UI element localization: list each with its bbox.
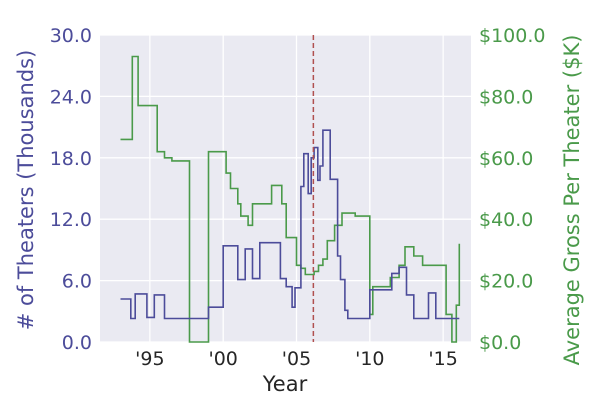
series-layer (120, 55, 461, 343)
right-tick-label-3: $60.0 (479, 148, 533, 170)
right-tick-label-0: $0.0 (479, 332, 521, 354)
left-tick-label-4: 24.0 (50, 86, 92, 108)
right-tick-label-2: $40.0 (479, 209, 533, 231)
series-line-gross (120, 55, 461, 343)
left-tick-label-3: 18.0 (50, 148, 92, 170)
right-tick-label-1: $20.0 (479, 271, 533, 293)
x-tick-label-1: '00 (208, 348, 237, 370)
x-axis-label: Year (262, 372, 308, 396)
grid-lines (100, 34, 471, 343)
series-line-theaters (120, 129, 460, 320)
right-axis-ticks: $0.0 $20.0 $40.0 $60.0 $80.0 $100.0 (479, 25, 545, 354)
right-tick-label-5: $100.0 (479, 25, 545, 47)
x-tick-label-4: '15 (428, 348, 457, 370)
left-axis-label: # of Theaters (Thousands) (14, 50, 38, 331)
x-tick-label-3: '10 (355, 348, 384, 370)
x-tick-label-0: '95 (135, 348, 164, 370)
left-axis-ticks: 0.0 6.0 12.0 18.0 24.0 30.0 (50, 25, 92, 354)
left-tick-label-2: 12.0 (50, 209, 92, 231)
right-axis-label: Average Gross Per Theater ($K) (560, 35, 584, 366)
left-tick-label-1: 6.0 (62, 271, 92, 293)
left-tick-label-0: 0.0 (62, 332, 92, 354)
plot-area (100, 35, 471, 342)
left-tick-label-5: 30.0 (50, 25, 92, 47)
x-tick-label-2: '05 (282, 348, 311, 370)
x-axis-ticks: '95 '00 '05 '10 '15 (135, 348, 458, 370)
right-tick-label-4: $80.0 (479, 86, 533, 108)
